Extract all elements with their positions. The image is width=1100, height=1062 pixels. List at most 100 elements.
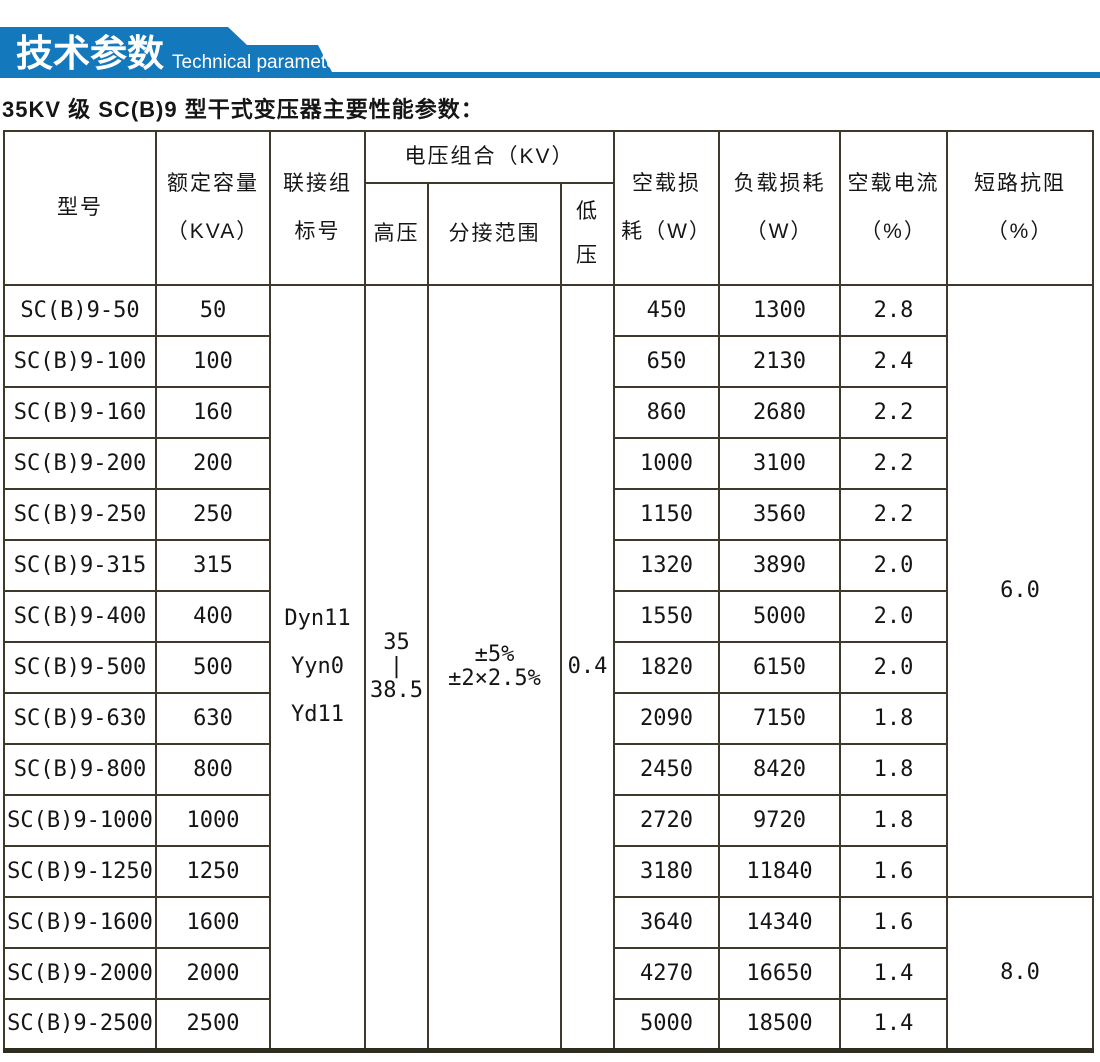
col-header-impedance: 短路抗阻 （%） [946, 130, 1095, 286]
no-load-current-cell: 1.4 [839, 998, 949, 1051]
model-cell: SC(B)9-2000 [3, 947, 157, 1000]
no-load-loss-cell: 1150 [613, 488, 721, 541]
table-row: SC(B)9-50 50 Dyn11 Yyn0 Yd11 35 | 38.5 ±… [3, 284, 1095, 1051]
no-load-current-cell: 2.0 [839, 641, 949, 694]
model-cell: SC(B)9-315 [3, 539, 157, 592]
header-row-2: 高压 分接范围 低 压 [4, 182, 1093, 286]
capacity-cell: 1600 [155, 896, 271, 949]
load-loss-cell: 5000 [718, 590, 842, 643]
no-load-loss-cell: 1550 [613, 590, 721, 643]
capacity-cell: 200 [155, 437, 271, 490]
no-load-loss-cell: 450 [613, 284, 721, 337]
capacity-cell: 250 [155, 488, 271, 541]
load-loss-cell: 3100 [718, 437, 842, 490]
capacity-cell: 100 [155, 335, 271, 388]
capacity-cell: 315 [155, 539, 271, 592]
table-row: SC(B)9-160 160 860 2680 2.2 [3, 386, 1093, 439]
tap-range-cell: ±5% ±2×2.5% [427, 284, 562, 1051]
no-load-current-cell: 1.6 [839, 845, 949, 898]
table-row: SC(B)9-1600 1600 3640 14340 1.6 8.0 [3, 896, 1095, 1051]
col-header-voltage-combo: 电压组合（KV） [363, 130, 616, 184]
col-header-tap-range: 分接范围 [427, 182, 562, 286]
col-header-vector-group: 联接组 标号 [269, 130, 366, 286]
model-cell: SC(B)9-200 [3, 437, 157, 490]
capacity-cell: 50 [155, 284, 271, 337]
no-load-current-cell: 2.2 [839, 437, 949, 490]
model-cell: SC(B)9-630 [3, 692, 157, 745]
banner-title-en: Technical parameter [172, 52, 344, 73]
load-loss-cell: 11840 [718, 845, 842, 898]
load-loss-cell: 16650 [718, 947, 842, 1000]
banner-title-cn: 技术参数 [16, 33, 164, 74]
model-cell: SC(B)9-250 [3, 488, 157, 541]
model-cell: SC(B)9-100 [3, 335, 157, 388]
col-header-capacity: 额定容量 （KVA） [155, 130, 271, 286]
impedance-cell-bottom: 8.0 [946, 896, 1095, 1051]
no-load-current-cell: 1.4 [839, 947, 949, 1000]
col-header-hv: 高压 [364, 182, 429, 286]
table-caption: 35KV 级 SC(B)9 型干式变压器主要性能参数： [2, 97, 484, 122]
table-row: SC(B)9-400 400 1550 5000 2.0 [3, 590, 1093, 643]
no-load-current-cell: 2.2 [839, 488, 949, 541]
capacity-cell: 2000 [155, 947, 271, 1000]
load-loss-cell: 6150 [718, 641, 842, 694]
no-load-current-cell: 1.8 [839, 692, 949, 745]
model-cell: SC(B)9-1250 [3, 845, 157, 898]
table-row: SC(B)9-250 250 1150 3560 2.2 [3, 488, 1093, 541]
no-load-loss-cell: 860 [613, 386, 721, 439]
table-row: SC(B)9-1250 1250 3180 11840 1.6 [3, 845, 1093, 898]
model-cell: SC(B)9-400 [3, 590, 157, 643]
no-load-loss-cell: 2450 [613, 743, 721, 796]
no-load-loss-cell: 2090 [613, 692, 721, 745]
no-load-current-cell: 2.2 [839, 386, 949, 439]
no-load-loss-cell: 4270 [613, 947, 721, 1000]
table-row: SC(B)9-630 630 2090 7150 1.8 [3, 692, 1093, 745]
col-header-lv: 低 压 [559, 182, 616, 286]
capacity-cell: 1250 [155, 845, 271, 898]
table-row: SC(B)9-500 500 1820 6150 2.0 [3, 641, 1093, 694]
no-load-loss-cell: 3640 [613, 896, 721, 949]
load-loss-cell: 8420 [718, 743, 842, 796]
capacity-cell: 2500 [155, 998, 271, 1051]
model-cell: SC(B)9-1600 [3, 896, 157, 949]
table-row: SC(B)9-2500 2500 5000 18500 1.4 [3, 998, 1093, 1051]
capacity-cell: 1000 [155, 794, 271, 847]
model-cell: SC(B)9-800 [3, 743, 157, 796]
model-cell: SC(B)9-50 [3, 284, 157, 337]
capacity-cell: 500 [155, 641, 271, 694]
capacity-cell: 160 [155, 386, 271, 439]
no-load-current-cell: 2.8 [839, 284, 949, 337]
vector-group-cell: Dyn11 Yyn0 Yd11 [269, 284, 366, 1051]
no-load-loss-cell: 1320 [613, 539, 721, 592]
capacity-cell: 630 [155, 692, 271, 745]
capacity-cell: 800 [155, 743, 271, 796]
load-loss-cell: 2130 [718, 335, 842, 388]
col-header-no-load-loss: 空载损 耗（W） [613, 130, 721, 286]
col-header-no-load-current: 空载电流 （%） [839, 130, 949, 286]
no-load-current-cell: 2.0 [839, 539, 949, 592]
no-load-loss-cell: 650 [613, 335, 721, 388]
high-voltage-cell: 35 | 38.5 [364, 284, 429, 1051]
load-loss-cell: 2680 [718, 386, 842, 439]
no-load-loss-cell: 5000 [613, 998, 721, 1051]
table-row: SC(B)9-800 800 2450 8420 1.8 [3, 743, 1093, 796]
col-header-model: 型号 [3, 130, 157, 286]
no-load-current-cell: 1.6 [839, 896, 949, 949]
load-loss-cell: 14340 [718, 896, 842, 949]
banner: 技术参数 Technical parameter [0, 0, 1100, 78]
load-loss-cell: 3890 [718, 539, 842, 592]
load-loss-cell: 9720 [718, 794, 842, 847]
no-load-current-cell: 2.4 [839, 335, 949, 388]
no-load-loss-cell: 1000 [613, 437, 721, 490]
impedance-cell-top: 6.0 [946, 284, 1095, 898]
table-row: SC(B)9-315 315 1320 3890 2.0 [3, 539, 1093, 592]
no-load-current-cell: 1.8 [839, 743, 949, 796]
table-row: SC(B)9-100 100 650 2130 2.4 [3, 335, 1093, 388]
model-cell: SC(B)9-160 [3, 386, 157, 439]
spec-table: 型号 额定容量 （KVA） 联接组 标号 电压组合（KV） 空载损 耗（W） 负… [3, 130, 1095, 1053]
model-cell: SC(B)9-2500 [3, 998, 157, 1051]
banner-ribbon [0, 27, 1100, 78]
table-row: SC(B)9-200 200 1000 3100 2.2 [3, 437, 1093, 490]
no-load-current-cell: 1.8 [839, 794, 949, 847]
model-cell: SC(B)9-500 [3, 641, 157, 694]
